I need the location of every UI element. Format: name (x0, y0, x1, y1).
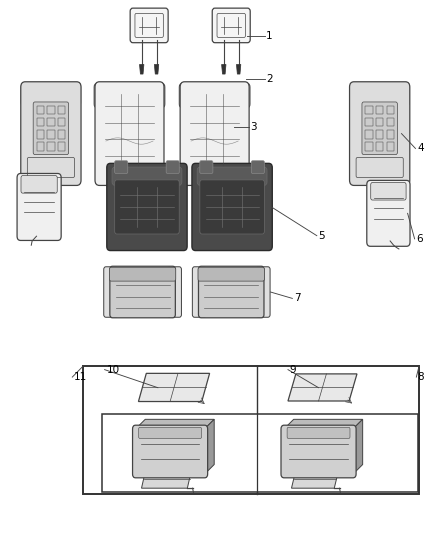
Bar (387, 118, 394, 126)
FancyBboxPatch shape (21, 175, 57, 193)
Bar (376, 142, 383, 151)
FancyBboxPatch shape (251, 161, 265, 173)
Polygon shape (138, 373, 210, 401)
FancyBboxPatch shape (95, 82, 164, 185)
Bar (36, 118, 44, 126)
Bar (365, 130, 373, 139)
Bar (36, 142, 44, 151)
FancyBboxPatch shape (287, 427, 350, 439)
FancyBboxPatch shape (142, 83, 165, 108)
FancyBboxPatch shape (212, 8, 250, 43)
Text: 7: 7 (294, 293, 301, 303)
FancyBboxPatch shape (198, 267, 265, 281)
Bar (376, 106, 383, 115)
Bar (387, 130, 394, 139)
FancyBboxPatch shape (200, 161, 213, 173)
Bar (47, 142, 55, 151)
FancyBboxPatch shape (371, 182, 406, 200)
Polygon shape (140, 64, 144, 74)
Bar (365, 106, 373, 115)
FancyBboxPatch shape (104, 266, 118, 317)
FancyBboxPatch shape (350, 84, 371, 106)
FancyBboxPatch shape (200, 180, 265, 234)
FancyBboxPatch shape (107, 164, 187, 251)
Bar (83, 367, 419, 494)
FancyBboxPatch shape (227, 83, 250, 108)
Bar (387, 106, 394, 115)
Bar (58, 142, 65, 151)
FancyBboxPatch shape (112, 167, 182, 185)
FancyBboxPatch shape (17, 173, 61, 240)
FancyBboxPatch shape (198, 266, 264, 318)
Text: 2: 2 (266, 75, 273, 84)
Polygon shape (205, 419, 214, 474)
Polygon shape (353, 419, 363, 474)
FancyBboxPatch shape (180, 82, 249, 185)
Polygon shape (154, 64, 159, 74)
FancyBboxPatch shape (133, 425, 208, 478)
Bar (36, 106, 44, 115)
Bar (47, 118, 55, 126)
Polygon shape (136, 419, 214, 429)
Polygon shape (291, 470, 339, 488)
FancyBboxPatch shape (389, 84, 410, 106)
FancyBboxPatch shape (197, 167, 267, 185)
Text: 4: 4 (418, 143, 424, 154)
FancyBboxPatch shape (21, 82, 81, 185)
FancyBboxPatch shape (350, 82, 410, 185)
Bar (387, 142, 394, 151)
Text: 3: 3 (251, 122, 257, 132)
FancyBboxPatch shape (367, 180, 410, 246)
FancyBboxPatch shape (362, 102, 397, 155)
Text: 6: 6 (417, 234, 423, 244)
Polygon shape (141, 469, 192, 488)
FancyBboxPatch shape (139, 427, 201, 439)
Polygon shape (288, 374, 357, 401)
FancyBboxPatch shape (179, 83, 202, 108)
FancyBboxPatch shape (192, 164, 272, 251)
Text: 1: 1 (266, 31, 273, 42)
FancyBboxPatch shape (94, 83, 117, 108)
Text: 8: 8 (418, 372, 424, 382)
Text: 9: 9 (290, 365, 297, 375)
Polygon shape (284, 419, 363, 429)
Bar (365, 118, 373, 126)
FancyBboxPatch shape (115, 161, 128, 173)
Bar (47, 106, 55, 115)
Bar (102, 414, 418, 492)
Text: 10: 10 (106, 365, 120, 375)
Polygon shape (222, 64, 226, 74)
Bar (36, 130, 44, 139)
Text: 11: 11 (74, 372, 87, 382)
FancyBboxPatch shape (60, 84, 81, 106)
Bar (58, 106, 65, 115)
Bar (365, 142, 373, 151)
Bar (47, 130, 55, 139)
Bar (58, 118, 65, 126)
FancyBboxPatch shape (110, 266, 175, 318)
FancyBboxPatch shape (33, 102, 69, 155)
FancyBboxPatch shape (21, 84, 42, 106)
Text: 5: 5 (318, 231, 325, 241)
FancyBboxPatch shape (192, 266, 206, 317)
Polygon shape (237, 64, 241, 74)
Bar (376, 130, 383, 139)
Bar (376, 118, 383, 126)
Bar (58, 130, 65, 139)
FancyBboxPatch shape (281, 425, 356, 478)
FancyBboxPatch shape (167, 266, 181, 317)
FancyBboxPatch shape (166, 161, 179, 173)
FancyBboxPatch shape (130, 8, 168, 43)
FancyBboxPatch shape (115, 180, 179, 234)
FancyBboxPatch shape (256, 266, 270, 317)
FancyBboxPatch shape (110, 267, 176, 281)
